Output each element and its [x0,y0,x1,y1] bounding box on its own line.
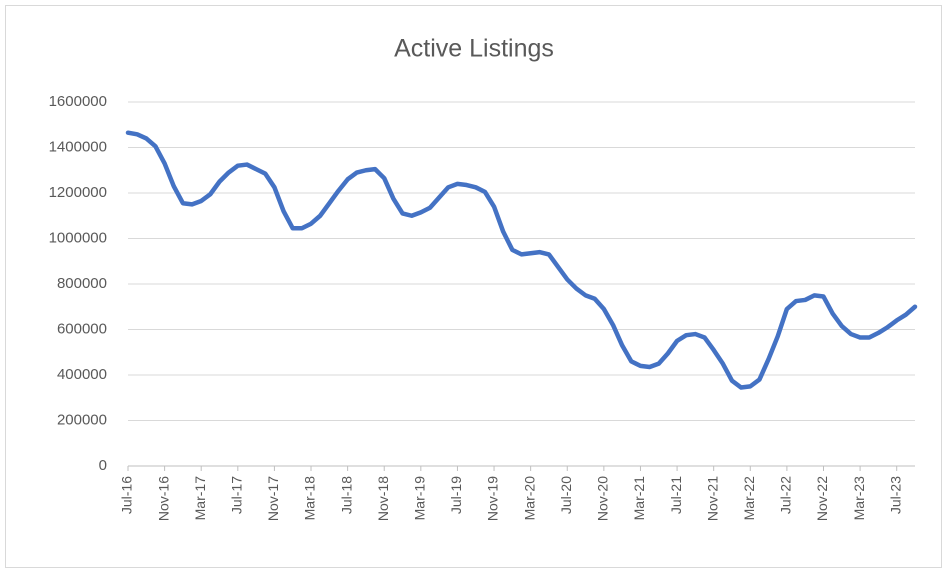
y-tick-label: 1400000 [49,138,107,155]
x-tick-label: Jul-18 [338,476,354,514]
x-tick-label: Mar-17 [192,476,208,521]
x-tick-label: Mar-20 [521,476,537,521]
x-tick-label: Mar-23 [851,476,867,521]
x-tick-label: Jul-22 [778,476,794,514]
x-tick-label: Jul-16 [119,476,135,514]
x-tick-label: Mar-21 [631,476,647,521]
x-tick-label: Mar-18 [302,476,318,521]
x-tick-label: Jul-17 [229,476,245,514]
y-tick-label: 200000 [57,411,107,428]
x-tick-label: Jul-21 [668,476,684,514]
x-tick-label: Nov-22 [814,476,830,521]
x-tick-label: Jul-23 [887,476,903,514]
line-series [125,130,918,390]
x-tick-label: Jul-20 [558,476,574,514]
x-tick-label: Nov-18 [375,476,391,521]
x-tick-label: Nov-19 [485,476,501,521]
y-tick-label: 600000 [57,320,107,337]
y-tick-label: 1600000 [49,93,107,110]
x-tick-label: Nov-21 [704,476,720,521]
chart-title: Active Listings [394,35,554,63]
x-tick-label: Mar-19 [412,476,428,521]
x-tick-label: Mar-22 [741,476,757,521]
y-tick-label: 0 [99,457,107,474]
y-tick-label: 400000 [57,366,107,383]
chart-border [5,5,942,568]
y-tick-label: 800000 [57,275,107,292]
x-tick-label: Nov-17 [265,476,281,521]
y-tick-label: 1000000 [49,229,107,246]
x-tick-label: Nov-20 [595,476,611,521]
x-tick-label: Jul-19 [448,476,464,514]
x-tick-label: Nov-16 [155,476,171,521]
y-tick-label: 1200000 [49,184,107,201]
